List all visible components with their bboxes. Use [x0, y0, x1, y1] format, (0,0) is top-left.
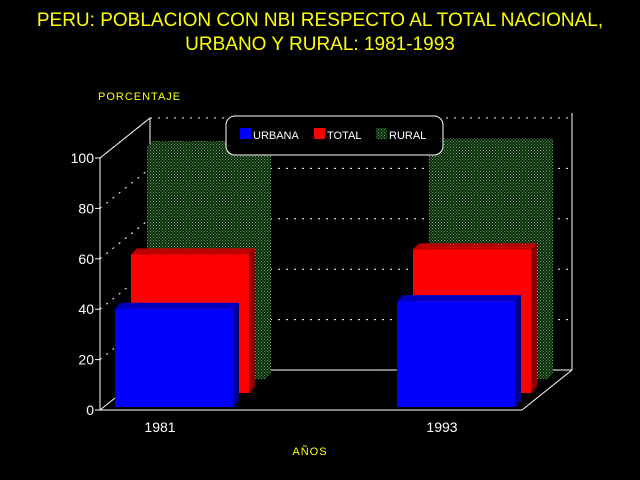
bar-total-1981-top [131, 248, 255, 255]
bar-urbana-1981-top [115, 302, 239, 309]
y-axis-label: PORCENTAJE [98, 91, 181, 103]
bar-total-1993-top [413, 243, 537, 250]
legend-swatch-rural [376, 128, 387, 139]
bars [115, 138, 553, 407]
gridline-side [99, 218, 151, 260]
bar-urbana-1993-top [397, 295, 521, 302]
y-tick-label: 0 [86, 402, 94, 418]
bar-urbana-1981-side [233, 302, 239, 407]
bar-urbana-1993 [397, 295, 521, 407]
bar-rural-1993-top [429, 138, 553, 145]
y-tick-label: 80 [78, 200, 94, 216]
legend-swatch-urbana [240, 128, 251, 139]
gridline-side [99, 268, 151, 310]
floor-right-edge [521, 369, 573, 411]
chart-subtitle: URBANO Y RURAL: 1981-1993 [185, 34, 455, 55]
y-tick-label: 40 [78, 301, 94, 317]
gridline-side [99, 117, 151, 159]
y-ticks: 0 20 40 60 80 100 [71, 150, 100, 418]
legend-label-total: TOTAL [327, 130, 361, 142]
bar-urbana-1993-front [397, 301, 515, 407]
legend-label-urbana: URBANA [253, 130, 300, 142]
bar-rural-1993-side [547, 138, 553, 379]
x-ticks: 1981 1993 [144, 419, 457, 435]
legend-box [225, 115, 444, 156]
bar-urbana-1981-front [115, 308, 233, 407]
bar-total-1981-side [249, 248, 255, 393]
x-tick-label-1981: 1981 [144, 419, 175, 435]
gridline-side [99, 168, 151, 209]
y-tick-label: 100 [71, 150, 95, 166]
x-axis-label: AÑOS [292, 445, 327, 458]
legend-swatch-total [314, 128, 325, 139]
bar-rural-1981-side [265, 141, 271, 379]
bar-urbana-1981 [115, 302, 239, 407]
x-tick-label-1993: 1993 [426, 419, 457, 435]
legend: URBANA TOTAL RURAL [225, 115, 444, 156]
bar-urbana-1993-side [515, 295, 521, 407]
y-tick-label: 20 [78, 352, 94, 368]
legend-label-rural: RURAL [389, 130, 426, 142]
bar-total-1993-side [531, 243, 537, 393]
chart-title: PERU: POBLACION CON NBI RESPECTO AL TOTA… [37, 10, 603, 31]
y-tick-label: 60 [78, 251, 94, 267]
